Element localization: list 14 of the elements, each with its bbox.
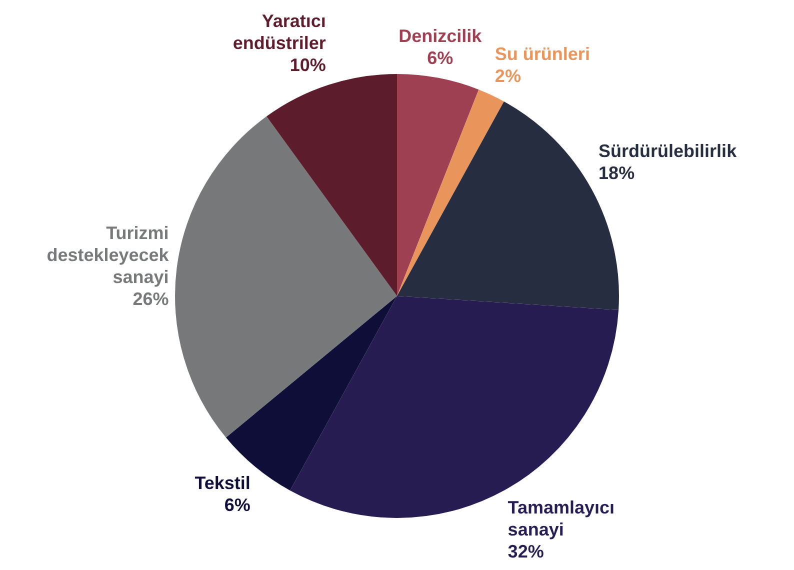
slice-label: Yaratıcı endüstriler	[232, 11, 326, 54]
data-label: 26%	[132, 289, 169, 310]
slice-label: Sürdürülebilirlik	[598, 141, 738, 162]
data-label: 18%	[598, 163, 635, 184]
data-label: 32%	[508, 542, 544, 562]
slice-label: Tekstil	[194, 473, 250, 494]
data-label: 2%	[494, 66, 521, 86]
slice-label: Denizcilik	[398, 26, 483, 46]
slice-label: Turizmi destekleyecek sanayi	[46, 223, 170, 288]
slice-label: Tamamlayıcı sanayi	[508, 498, 615, 540]
slice-label: Su ürünleri	[494, 44, 590, 64]
data-label: 6%	[427, 48, 454, 68]
data-label: 6%	[224, 495, 250, 516]
data-label: 10%	[290, 55, 326, 76]
